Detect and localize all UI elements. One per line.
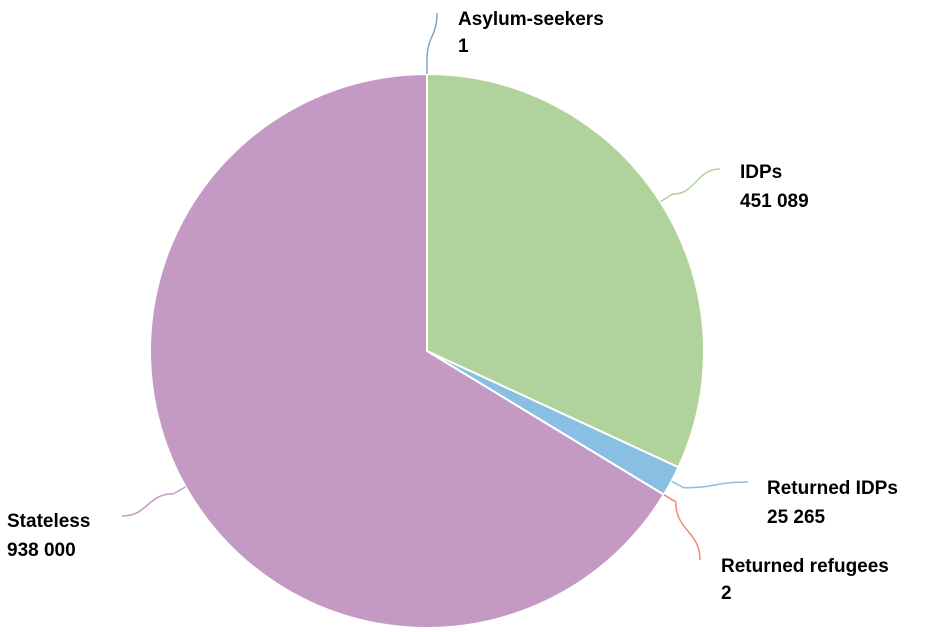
slice-label-idps: IDPs 451 089 <box>740 162 809 212</box>
slice-label-value: 1 <box>458 36 469 57</box>
slice-label-name: Returned refugees <box>721 556 889 577</box>
slices-layer <box>150 74 704 627</box>
slice-label-returned-idps: Returned IDPs 25 265 <box>767 478 898 528</box>
slice-label-name: IDPs <box>740 162 782 183</box>
slice-label-name: Asylum-seekers <box>458 9 604 30</box>
slice-label-asylum-seekers: Asylum-seekers 1 <box>458 9 604 57</box>
leader-line-returned-idps <box>672 481 748 488</box>
slice-label-returned-refugees: Returned refugees 2 <box>721 556 889 604</box>
leader-line-asylum-seekers <box>427 13 437 74</box>
leader-line-returned-refugees <box>664 495 700 560</box>
leader-line-stateless <box>122 487 186 516</box>
slice-label-value: 25 265 <box>767 507 826 528</box>
slice-label-value: 938 000 <box>7 540 76 561</box>
slice-label-value: 2 <box>721 583 732 604</box>
leader-line-idps <box>660 169 720 202</box>
slice-label-value: 451 089 <box>740 191 809 212</box>
slice-label-stateless: Stateless 938 000 <box>7 511 90 561</box>
slice-label-name: Returned IDPs <box>767 478 898 499</box>
slice-label-name: Stateless <box>7 511 90 532</box>
